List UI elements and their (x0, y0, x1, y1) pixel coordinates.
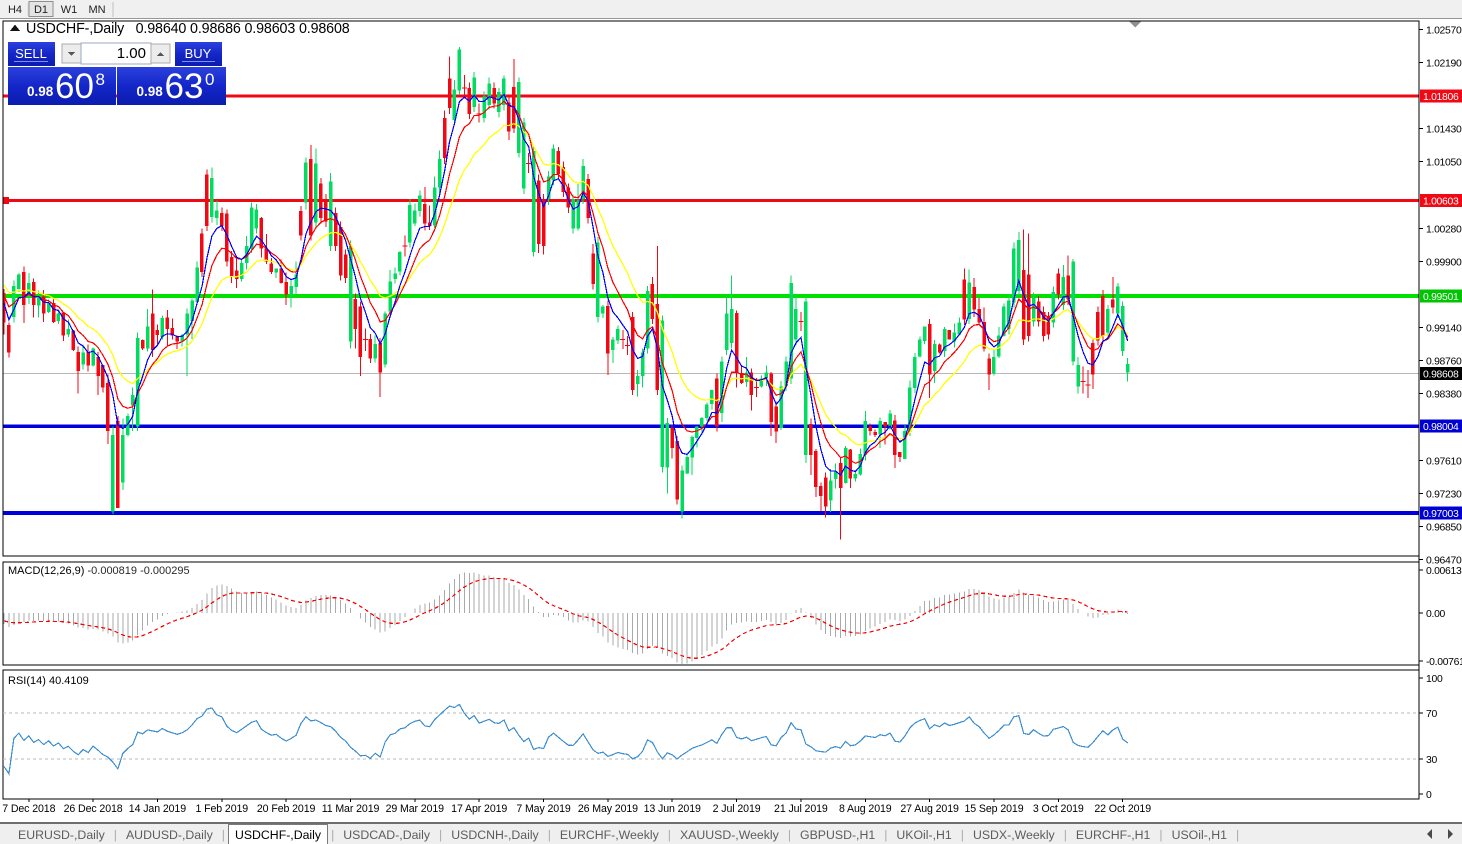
svg-text:1 Feb 2019: 1 Feb 2019 (195, 803, 248, 815)
svg-text:7 Dec 2018: 7 Dec 2018 (2, 803, 55, 815)
svg-text:29 Mar 2019: 29 Mar 2019 (386, 803, 445, 815)
svg-text:17 Apr 2019: 17 Apr 2019 (451, 803, 507, 815)
svg-text:26 Dec 2018: 26 Dec 2018 (64, 803, 123, 815)
svg-text:-0.0076120: -0.0076120 (1426, 657, 1462, 668)
svg-text:14 Jan 2019: 14 Jan 2019 (129, 803, 186, 815)
svg-text:26 May 2019: 26 May 2019 (578, 803, 638, 815)
svg-text:0: 0 (1426, 790, 1432, 801)
svg-text:0.97230: 0.97230 (1426, 489, 1462, 500)
svg-text:0.99900: 0.99900 (1426, 258, 1462, 269)
svg-text:MACD(12,26,9) -0.000819 -0.000: MACD(12,26,9) -0.000819 -0.000295 (8, 565, 190, 577)
svg-text:0.97003: 0.97003 (1423, 509, 1459, 520)
svg-text:0.00: 0.00 (1426, 609, 1446, 620)
svg-text:W1: W1 (61, 4, 78, 16)
svg-text:13 Jun 2019: 13 Jun 2019 (644, 803, 701, 815)
svg-text:22 Oct 2019: 22 Oct 2019 (1094, 803, 1151, 815)
svg-text:70: 70 (1426, 709, 1437, 720)
svg-text:0.98: 0.98 (137, 84, 164, 99)
svg-text:0.00613: 0.00613 (1426, 566, 1462, 577)
svg-text:1.00: 1.00 (117, 45, 146, 62)
svg-text:USDCHF-,Daily 0.98640 0.9868: USDCHF-,Daily 0.98640 0.98686 0.98603 0.… (26, 21, 350, 37)
svg-text:1.00280: 1.00280 (1426, 225, 1462, 236)
svg-text:0.96470: 0.96470 (1426, 555, 1462, 566)
svg-text:2 Jul 2019: 2 Jul 2019 (713, 803, 761, 815)
svg-text:0.97610: 0.97610 (1426, 456, 1462, 467)
svg-text:SELL: SELL (15, 46, 47, 61)
svg-text:H4: H4 (8, 4, 22, 16)
svg-text:21 Jul 2019: 21 Jul 2019 (774, 803, 828, 815)
svg-text:60: 60 (55, 67, 94, 106)
svg-text:1.02190: 1.02190 (1426, 59, 1462, 70)
svg-text:MN: MN (88, 4, 105, 16)
svg-text:27 Aug 2019: 27 Aug 2019 (900, 803, 959, 815)
svg-text:7 May 2019: 7 May 2019 (516, 803, 571, 815)
svg-text:1.01806: 1.01806 (1423, 92, 1459, 103)
svg-text:100: 100 (1426, 674, 1443, 685)
svg-text:0.98760: 0.98760 (1426, 357, 1462, 368)
svg-text:RSI(14) 40.4109: RSI(14) 40.4109 (8, 675, 89, 687)
svg-text:8 Aug 2019: 8 Aug 2019 (839, 803, 892, 815)
svg-text:8: 8 (96, 70, 105, 89)
svg-text:1.02570: 1.02570 (1426, 26, 1462, 37)
svg-text:1.00603: 1.00603 (1423, 196, 1459, 207)
svg-text:63: 63 (165, 67, 204, 106)
svg-text:0.99501: 0.99501 (1423, 292, 1459, 303)
svg-text:30: 30 (1426, 755, 1437, 766)
svg-text:11 Mar 2019: 11 Mar 2019 (322, 803, 380, 815)
svg-text:15 Sep 2019: 15 Sep 2019 (965, 803, 1024, 815)
svg-text:0.98004: 0.98004 (1423, 422, 1459, 433)
svg-text:0.96850: 0.96850 (1426, 522, 1462, 533)
svg-text:BUY: BUY (185, 46, 212, 61)
svg-text:0.98380: 0.98380 (1426, 389, 1462, 400)
svg-text:0: 0 (205, 70, 214, 89)
svg-text:0.99140: 0.99140 (1426, 324, 1462, 335)
svg-text:1.01050: 1.01050 (1426, 158, 1462, 169)
svg-text:D1: D1 (34, 4, 48, 16)
svg-text:0.98: 0.98 (27, 84, 54, 99)
svg-text:20 Feb 2019: 20 Feb 2019 (257, 803, 316, 815)
svg-text:1.01430: 1.01430 (1426, 125, 1462, 136)
svg-text:3 Oct 2019: 3 Oct 2019 (1033, 803, 1084, 815)
svg-text:0.98608: 0.98608 (1423, 370, 1459, 381)
